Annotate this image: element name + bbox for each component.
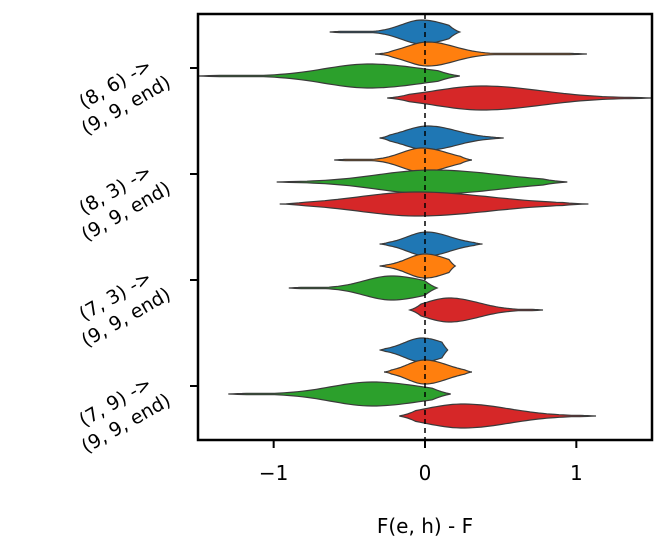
category-label: (7, 9) ->(9, 9, end) (75, 372, 174, 457)
violin-series-2-cat-1 (375, 41, 587, 67)
violin-series-3-cat-4 (228, 381, 451, 407)
category-label: (7, 3) ->(9, 9, end) (75, 266, 174, 351)
y-axis-ticks: (8, 6) ->(9, 9, end) (8, 3) ->(9, 9, end)… (75, 54, 198, 458)
violin-series-2-cat-2 (334, 147, 473, 173)
violin-series-4-cat-3 (408, 297, 544, 323)
violin-series-2-cat-3 (379, 253, 457, 279)
violin-series-4-cat-4 (399, 403, 597, 429)
violin-series-1-cat-2 (379, 125, 504, 151)
violin-series-1-cat-3 (379, 231, 483, 257)
violin-series-3-cat-1 (198, 63, 460, 89)
violins-group (198, 19, 652, 429)
category-label: (8, 3) ->(9, 9, end) (75, 160, 174, 245)
violin-series-4-cat-2 (279, 191, 589, 217)
violin-series-1-cat-4 (379, 337, 449, 363)
x-tick-label: 0 (419, 461, 432, 485)
category-label: (8, 6) ->(9, 9, end) (75, 54, 174, 139)
x-tick-label: −1 (259, 461, 288, 485)
x-axis-label: F(e, h) - F (377, 514, 473, 538)
violin-series-2-cat-4 (384, 359, 472, 385)
x-axis-ticks: −1 0 1 (259, 440, 583, 485)
violin-series-4-cat-1 (387, 85, 652, 111)
violin-series-1-cat-1 (329, 19, 462, 45)
violin-series-3-cat-2 (276, 169, 568, 195)
violin-series-3-cat-3 (288, 275, 439, 301)
x-tick-label: 1 (570, 461, 583, 485)
